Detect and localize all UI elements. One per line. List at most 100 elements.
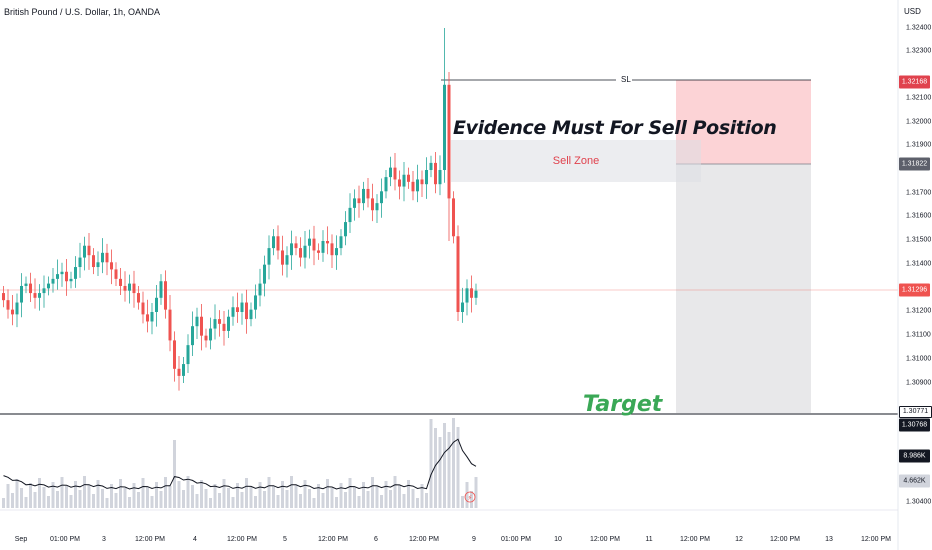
volume-bar [344,492,347,508]
time-tick: 12:00 PM [227,536,257,543]
volume-bar [380,495,383,508]
volume-bar [195,494,199,508]
volume-bar [11,493,14,508]
volume-bar [438,437,442,508]
candle-body [249,309,253,320]
volume-bar [308,489,311,508]
candle-body [42,288,46,294]
candle-body [96,262,100,268]
candle-body [168,309,172,341]
candle-body [29,283,32,294]
volume-bar [267,477,271,508]
volume-bar [119,479,122,508]
candle-body [245,302,248,320]
annotation-title[interactable]: Evidence Must For Sell Position [453,117,777,139]
candle-body [20,285,23,303]
current-price-badge[interactable]: 1.31296 [899,283,930,297]
volume-ma-line [3,438,477,490]
candle-body [375,203,379,211]
candle-body [407,174,410,182]
volume-bar [218,493,221,508]
time-tick: 12:00 PM [590,536,620,543]
volume-bar [29,483,32,508]
candle-body [371,198,374,211]
time-tick: 6 [374,536,378,543]
candle-body [6,300,10,310]
time-tick: 12:00 PM [409,536,439,543]
volume-bar [173,440,176,508]
time-tick: 5 [283,536,287,543]
candle-body [434,162,437,185]
volume-bar [209,498,212,508]
candle-body [231,307,235,317]
candle-body [254,295,257,310]
upper-target-badge[interactable]: 1.30771 [899,406,932,418]
volume-bar [335,497,338,508]
candle-body [339,236,343,249]
volume-bar [69,495,73,508]
volume-bar [299,494,302,508]
time-tick: 12:00 PM [135,536,165,543]
volume-bar [447,432,451,508]
entry-price-badge[interactable]: 1.31822 [899,157,930,171]
sl-price-badge[interactable]: 1.32168 [899,75,930,89]
sell-zone-box[interactable]: Sell Zone [451,140,701,182]
profit-zone[interactable] [676,164,811,413]
volume-bar [101,489,104,508]
candle-body [465,288,469,303]
volume-bar [389,490,392,508]
candle-body [74,267,77,279]
candle-body [353,198,356,208]
target-label[interactable]: Target [583,392,663,417]
candle-body [195,316,199,327]
candle-body [65,271,68,282]
candle-body [128,283,131,291]
candle-body [60,271,64,275]
candle-body [384,177,388,192]
target-price-badge[interactable]: 1.30768 [899,418,930,432]
time-tick: 4 [193,536,197,543]
volume-bar [425,493,428,508]
candle-body [204,335,208,341]
volume-bar [24,497,28,508]
candle-body [218,319,221,324]
volume-bar [42,487,46,508]
candle-body [470,288,473,298]
volume-bar [78,490,82,508]
symbol-title[interactable]: British Pound / U.S. Dollar, 1h, OANDA [4,7,161,17]
candle-body [155,297,158,312]
candle-body [330,243,334,256]
candle-body [222,323,226,331]
candle-body [272,236,275,249]
time-tick: 13 [825,536,833,543]
candle-body [438,170,442,185]
sl-label[interactable]: SL [621,75,631,84]
candle-body [366,188,370,199]
volume-bar [461,496,464,508]
price-tick: 1.30900 [906,379,932,387]
volume-bar [110,484,113,508]
candle-body [24,283,28,286]
candle-body [474,290,478,298]
candle-body [240,302,244,312]
candle-body [389,167,392,178]
alert-icon[interactable] [464,491,476,503]
volume-bar [339,483,343,508]
time-tick: 01:00 PM [50,536,80,543]
candle-body [132,283,136,294]
volume-bar [56,491,59,508]
candle-body [393,167,397,180]
currency-label[interactable]: USD [904,7,921,16]
volume-bar [128,497,131,508]
volume-bar [281,481,284,508]
candle-body [312,238,316,251]
volume-bar [114,493,118,508]
volume-bar [92,494,95,508]
volume-bar [222,479,226,508]
candle-body [173,340,176,369]
candle-body [182,364,185,376]
volume-bar [326,479,329,508]
volume-bar [47,496,50,508]
candle-body [119,278,122,286]
